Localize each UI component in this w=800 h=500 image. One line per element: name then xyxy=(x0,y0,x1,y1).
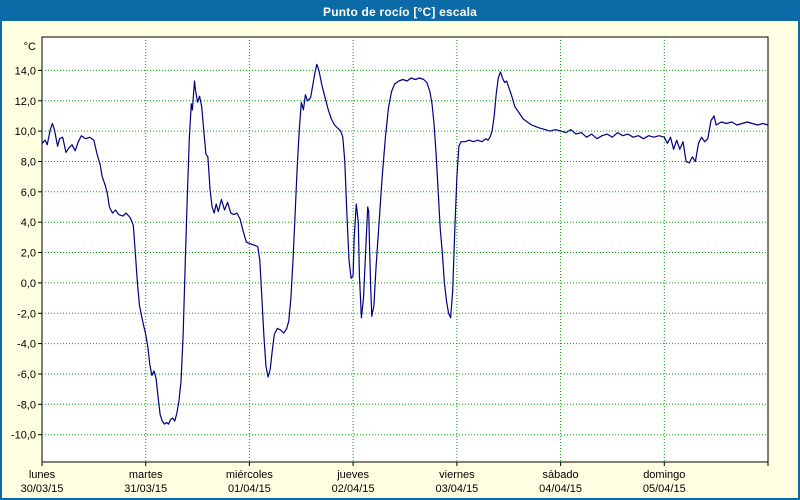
y-tick-label: 10,0 xyxy=(15,126,36,138)
day-label: viernes xyxy=(439,469,475,481)
day-label: miércoles xyxy=(226,469,274,481)
date-label: 30/03/15 xyxy=(21,483,64,495)
date-label: 02/04/15 xyxy=(332,483,375,495)
plot-background xyxy=(41,36,769,463)
y-tick-label: -2,0 xyxy=(17,308,36,320)
y-tick-label: 6,0 xyxy=(21,187,36,199)
chart-area: 14,0 12,0 10,0 8,0 6,0 4,0 2,0 0,0 -2,0 -4,0 -6,0 -… xyxy=(2,21,798,498)
y-tick-label: 0,0 xyxy=(21,278,36,290)
y-tick-label: 2,0 xyxy=(21,248,36,260)
date-label: 03/04/15 xyxy=(435,483,478,495)
date-label: 01/04/15 xyxy=(228,483,271,495)
dewpoint-line xyxy=(41,63,769,425)
day-label: jueves xyxy=(336,469,369,481)
date-label: 31/03/15 xyxy=(124,483,167,495)
day-label: martes xyxy=(129,469,163,481)
y-tick-label: 14,0 xyxy=(15,65,36,77)
y-tick-label: -8,0 xyxy=(17,399,36,411)
y-tick-label: -4,0 xyxy=(17,339,36,351)
y-tick-label: -10,0 xyxy=(11,430,36,442)
dewpoint-chart: 14,0 12,0 10,0 8,0 6,0 4,0 2,0 0,0 -2,0 -4,0 -6,0 -… xyxy=(11,36,769,495)
day-label: lunes xyxy=(29,469,56,481)
y-tick-label: -6,0 xyxy=(17,369,36,381)
y-tick-label: 12,0 xyxy=(15,96,36,108)
day-label: sábado xyxy=(543,469,579,481)
window-titlebar: Punto de rocío [°C] escala xyxy=(2,2,798,21)
date-label: 05/04/15 xyxy=(643,483,686,495)
y-tick-label: 4,0 xyxy=(21,217,36,229)
y-tick-label: 8,0 xyxy=(21,157,36,169)
date-label: 04/04/15 xyxy=(539,483,582,495)
y-axis-unit-label: °C xyxy=(24,41,36,53)
day-label: domingo xyxy=(643,469,685,481)
window-title: Punto de rocío [°C] escala xyxy=(322,4,478,19)
